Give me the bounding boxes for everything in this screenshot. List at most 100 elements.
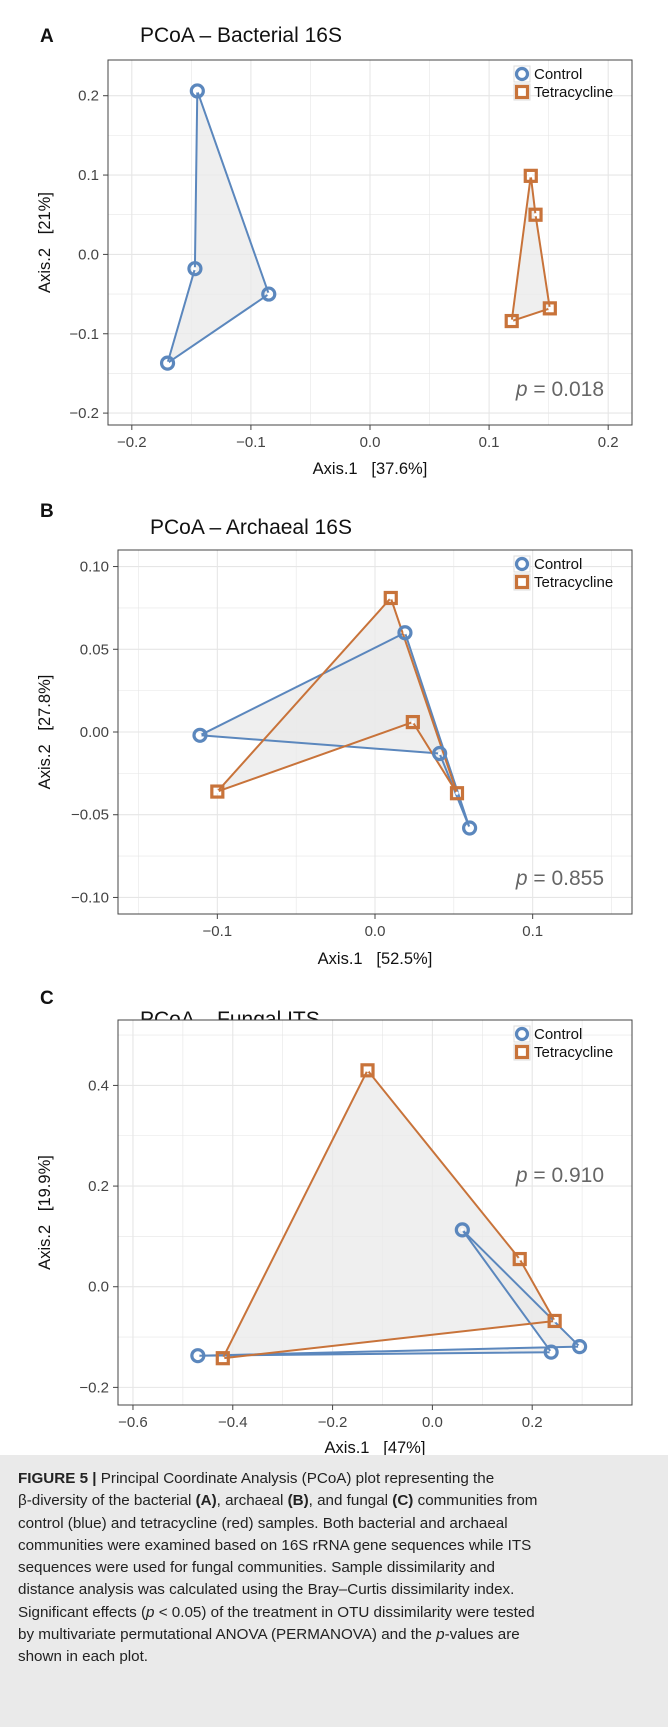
control-point (397, 625, 413, 641)
caption-line: sequences were used for fungal communiti… (18, 1557, 650, 1579)
legend-label: Control (534, 556, 582, 573)
point-center (198, 733, 202, 737)
control-point (190, 1348, 206, 1364)
point-center (578, 1345, 582, 1349)
x-tick-label: 0.0 (422, 1414, 443, 1431)
legend-swatch-center (520, 1050, 524, 1054)
point-marker (360, 1063, 375, 1078)
caption-line: by multivariate permutational ANOVA (PER… (18, 1624, 650, 1646)
point-marker (454, 1222, 470, 1238)
x-tick-label: −0.1 (236, 434, 266, 451)
panel-label: B (40, 501, 54, 522)
control-point (543, 1344, 559, 1360)
point-center (553, 1319, 557, 1323)
point-marker (383, 590, 398, 606)
control-point (189, 83, 205, 99)
y-tick-label: 0.00 (80, 724, 109, 741)
legend-swatch-control (514, 66, 530, 82)
tetracycline-point (528, 207, 543, 222)
chart-title: PCoA – Bacterial 16S (140, 24, 342, 47)
tetracycline-point (210, 784, 225, 799)
point-center (468, 826, 472, 830)
tetracycline-point (383, 590, 398, 606)
point-marker (547, 1313, 562, 1329)
caption-line: shown in each plot. (18, 1646, 650, 1668)
point-center (460, 1228, 464, 1232)
point-marker (261, 286, 277, 302)
caption-line: β-diversity of the bacterial (A), archae… (18, 1490, 650, 1512)
caption-text: < 0.05) of the treatment in OTU dissimil… (154, 1603, 535, 1621)
y-tick-label: 0.2 (88, 1178, 109, 1195)
caption-line: distance analysis was calculated using t… (18, 1579, 650, 1601)
y-tick-label: −0.05 (71, 807, 109, 824)
y-axis-label: Axis.2 [21%] (36, 192, 54, 293)
caption-text: sequences were used for fungal communiti… (18, 1559, 495, 1577)
y-axis-label: Axis.2 [27.8%] (36, 675, 54, 790)
tetracycline-point (512, 1251, 527, 1267)
figure-canvas: A PCoA – Bacterial 16S −0.2 −0.1 0.0 0.1 0.2 −0… (36, 24, 633, 1455)
tetracycline-point (449, 786, 465, 801)
p-value-annotation: p = 0.910 (515, 1164, 604, 1187)
x-tick-label: −0.6 (118, 1414, 148, 1431)
tetracycline-point (360, 1063, 375, 1078)
legend-swatch-control (514, 556, 530, 572)
caption-text: p (146, 1603, 155, 1621)
x-axis-label: Axis.1 [37.6%] (313, 460, 428, 478)
control-point (159, 355, 176, 371)
x-axis-label: Axis.1 [52.5%] (318, 950, 433, 968)
y-tick-label: 0.05 (80, 641, 109, 658)
p-value-annotation: p = 0.855 (515, 867, 604, 890)
caption-text: (A) (195, 1492, 217, 1510)
point-marker (528, 207, 543, 222)
point-marker (523, 168, 538, 183)
point-center (529, 174, 533, 178)
hull-fill-tetracycline (217, 598, 457, 794)
y-tick-label: −0.10 (71, 889, 109, 906)
point-center (267, 292, 271, 296)
tetracycline-point (504, 313, 519, 329)
legend-swatch-center (520, 72, 524, 76)
control-point (454, 1222, 470, 1238)
caption-text: distance analysis was calculated using t… (18, 1581, 515, 1599)
x-axis-label: Axis.1 [47%] (325, 1439, 426, 1455)
y-tick-label: −0.2 (79, 1379, 109, 1396)
point-center (403, 631, 407, 635)
point-center (510, 319, 514, 323)
x-tick-label: −0.2 (318, 1414, 348, 1431)
caption-figure-label: FIGURE 5 | (18, 1470, 97, 1487)
point-center (165, 361, 170, 365)
point-marker (432, 745, 448, 762)
x-tick-label: 0.0 (360, 434, 381, 451)
x-tick-label: 0.0 (365, 923, 386, 940)
point-center (196, 1354, 200, 1358)
point-center (215, 789, 219, 794)
legend-label: Tetracycline (534, 574, 613, 591)
point-center (411, 720, 415, 724)
legend-label: Tetracycline (534, 1044, 613, 1061)
p-value-annotation: p = 0.018 (515, 378, 604, 401)
x-tick-label: −0.2 (117, 434, 147, 451)
y-axis-label: Axis.2 [19.9%] (36, 1155, 54, 1270)
caption-text: Principal Coordinate Analysis (PCoA) plo… (100, 1470, 495, 1487)
point-marker (504, 313, 519, 329)
point-center (518, 1257, 522, 1261)
y-tick-label: 0.4 (88, 1077, 109, 1094)
legend-label: Control (534, 66, 582, 83)
control-point (187, 261, 203, 277)
legend-swatch-center (520, 562, 524, 566)
hull-fill-control (167, 90, 269, 364)
caption-text: (C) (392, 1492, 414, 1510)
point-marker (405, 714, 420, 730)
hull-fill-tetracycline (511, 175, 550, 322)
caption-text: -values are (444, 1626, 520, 1644)
point-center (389, 596, 393, 600)
legend-swatch-center (520, 90, 524, 94)
point-center (455, 791, 459, 795)
point-marker (512, 1251, 527, 1267)
x-tick-label: 0.1 (479, 434, 500, 451)
point-marker (215, 1351, 230, 1366)
